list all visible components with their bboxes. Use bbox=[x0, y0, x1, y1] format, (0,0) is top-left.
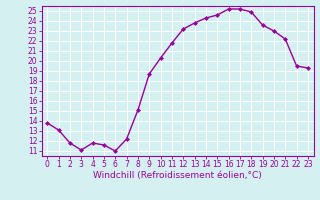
X-axis label: Windchill (Refroidissement éolien,°C): Windchill (Refroidissement éolien,°C) bbox=[93, 171, 262, 180]
